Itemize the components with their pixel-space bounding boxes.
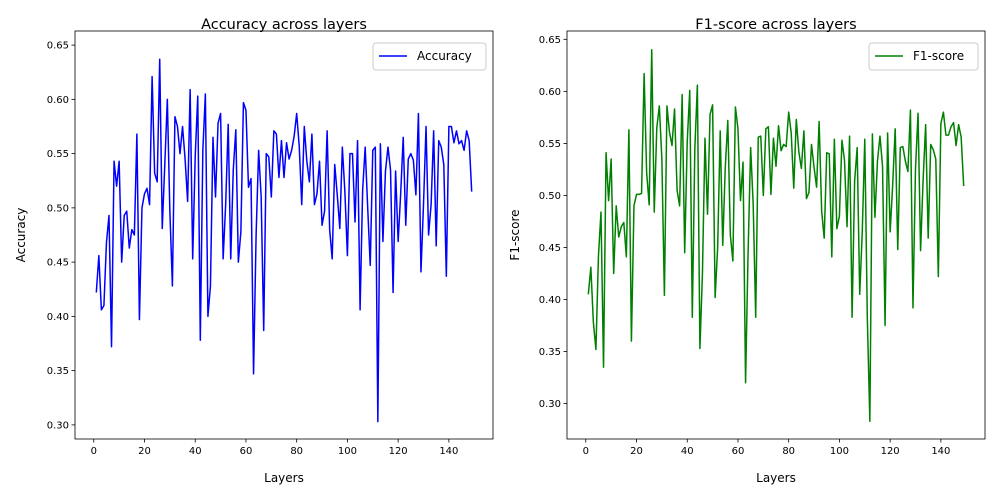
legend: F1-score [868, 42, 979, 71]
x-axis-label: Layers [756, 471, 796, 485]
y-tick-label: 0.35 [47, 366, 69, 377]
x-tick-label: 60 [732, 446, 745, 457]
y-tick-label: 0.55 [539, 139, 561, 150]
x-tick-label: 120 [389, 446, 408, 457]
y-tick-label: 0.40 [47, 312, 69, 323]
x-tick-label: 120 [881, 446, 900, 457]
ticks: 0 20 40 60 80 100 120 140 0.30 0.35 0.40 0.45 0.50 0.… [47, 41, 459, 457]
y-tick-label: 0.30 [539, 399, 561, 410]
x-tick-label: 100 [338, 446, 357, 457]
chart-title: F1-score across layers [695, 17, 856, 33]
x-tick-label: 60 [240, 446, 253, 457]
series-line-accuracy [95, 58, 473, 423]
y-tick-label: 0.50 [539, 191, 561, 202]
y-tick-label: 0.45 [47, 258, 69, 269]
legend-box [868, 42, 979, 71]
x-tick-label: 80 [290, 446, 303, 457]
x-tick-label: 20 [630, 446, 643, 457]
accuracy-chart: Accuracy across layers 0 20 40 60 80 100 120 14… [14, 17, 494, 485]
y-tick-label: 0.55 [47, 149, 69, 160]
plot-frame [74, 30, 494, 440]
x-tick-label: 40 [681, 446, 694, 457]
y-tick-label: 0.45 [539, 243, 561, 254]
plot-frame [566, 30, 986, 440]
legend: Accuracy [372, 42, 487, 71]
x-tick-label: 140 [439, 446, 458, 457]
x-tick-label: 0 [91, 446, 97, 457]
y-tick-label: 0.65 [47, 41, 69, 52]
x-tick-label: 40 [189, 446, 202, 457]
y-tick-label: 0.60 [539, 87, 561, 98]
y-tick-label: 0.60 [47, 95, 69, 106]
y-tick-label: 0.35 [539, 347, 561, 358]
f1-score-chart: F1-score across layers 0 20 40 60 80 100 120 14… [508, 17, 986, 485]
x-axis-label: Layers [264, 471, 304, 485]
y-tick-label: 0.65 [539, 35, 561, 46]
ticks: 0 20 40 60 80 100 120 140 0.30 0.35 0.40 0.45 0.50 0.… [539, 35, 951, 457]
x-tick-label: 80 [782, 446, 795, 457]
y-tick-label: 0.30 [47, 420, 69, 431]
x-tick-label: 140 [931, 446, 950, 457]
y-axis-label: Accuracy [14, 208, 28, 263]
y-tick-label: 0.50 [47, 203, 69, 214]
legend-label: Accuracy [417, 49, 472, 63]
series-line-f1-score [587, 48, 965, 423]
y-axis-label: F1-score [508, 209, 522, 260]
x-tick-label: 0 [583, 446, 589, 457]
y-tick-label: 0.40 [539, 295, 561, 306]
x-tick-label: 20 [138, 446, 151, 457]
x-tick-label: 100 [830, 446, 849, 457]
legend-box [372, 42, 487, 71]
legend-label: F1-score [913, 49, 964, 63]
chart-title: Accuracy across layers [201, 17, 367, 33]
